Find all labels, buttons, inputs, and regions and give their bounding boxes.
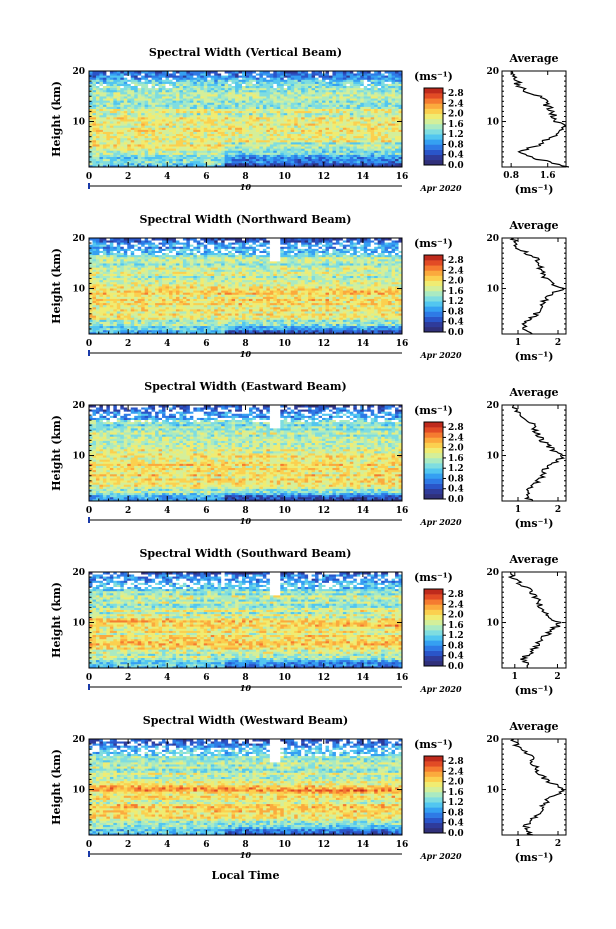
colorbar-tick-label: 2.4 <box>448 99 464 109</box>
profile-x-label: (ms⁻¹) <box>515 183 554 196</box>
colorbar-swatch <box>424 134 443 139</box>
profile-y-tick-label: 20 <box>486 67 499 77</box>
profile-x-tick-label: 0.8 <box>503 171 519 181</box>
colorbar-swatch <box>424 103 443 108</box>
colorbar-swatch <box>424 160 443 165</box>
heatmap-cells <box>89 71 402 167</box>
colorbar-tick-label: 0.0 <box>448 161 464 171</box>
panel-1: Spectral Width (Vertical Beam)0 2 4 6 8 10 12 1… <box>50 46 569 196</box>
average-title: Average <box>508 52 558 65</box>
x-tick-label: 0 <box>86 172 92 182</box>
colorbar-unit-label: (ms⁻¹) <box>414 70 453 83</box>
profile-line <box>511 71 569 167</box>
colorbar-tick-label: 2.8 <box>448 89 464 99</box>
colorbar-swatch <box>424 139 443 144</box>
x-tick-label: 16 <box>396 172 409 182</box>
average-profile: Average 0.8 1.6 20 10 (ms⁻¹) <box>486 52 569 196</box>
colorbar-tick-label: 0.8 <box>448 140 464 150</box>
colorbar-tick-label: 1.6 <box>448 120 464 130</box>
x-tick-label: 2 <box>125 172 131 182</box>
colorbar: 2.82.42.01.61.20.80.40.0 <box>424 88 464 171</box>
profile-y-tick-label: 10 <box>486 118 499 128</box>
date-day-label: 10 <box>240 182 252 192</box>
colorbar-swatch <box>424 109 443 114</box>
x-tick-label: 8 <box>242 172 248 182</box>
colorbar-tick-label: 2.0 <box>448 110 464 120</box>
colorbar-swatch <box>424 129 443 134</box>
panel-title: Spectral Width (Northward Beam) <box>140 213 352 226</box>
colorbar-swatch <box>424 119 443 124</box>
x-tick-label: 12 <box>317 172 330 182</box>
colorbar-tick-label: 0.4 <box>448 151 464 161</box>
panel-2: Spectral Width (Northward Beam)0 2 4 6 8 10 12… <box>50 213 566 363</box>
y-tick-label: 20 <box>72 67 85 77</box>
heatmap-cells <box>89 238 402 334</box>
colorbar-swatch <box>424 155 443 160</box>
x-tick-label: 14 <box>357 172 370 182</box>
colorbar-swatch <box>424 114 443 119</box>
date-label: Apr 2020 <box>419 183 462 193</box>
colorbar-swatch <box>424 124 443 129</box>
y-axis-label: Height (km) <box>50 81 63 157</box>
colorbar-swatch <box>424 150 443 155</box>
y-tick-label: 10 <box>72 118 85 128</box>
panel-title: Spectral Width (Vertical Beam) <box>149 46 342 59</box>
colorbar-swatch <box>424 93 443 98</box>
colorbar-swatch <box>424 88 443 93</box>
x-tick-label: 4 <box>164 172 170 182</box>
x-tick-label: 10 <box>278 172 291 182</box>
x-tick-label: 6 <box>203 172 209 182</box>
profile-x-tick-label: 1.6 <box>540 171 556 181</box>
colorbar-swatch <box>424 144 443 149</box>
colorbar-tick-label: 1.2 <box>448 130 464 140</box>
colorbar-swatch <box>424 98 443 103</box>
